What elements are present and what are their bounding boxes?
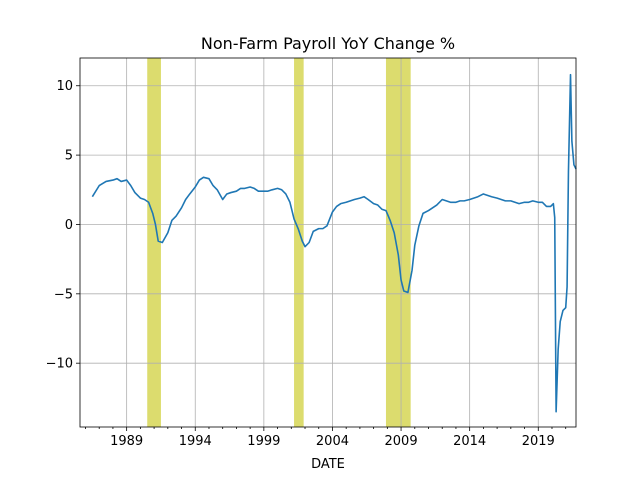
x-axis-label: DATE	[311, 457, 345, 472]
x-tick-label-1999: 1999	[247, 434, 280, 449]
y-tick-label-10: 10	[56, 79, 73, 94]
x-tick-label-2004: 2004	[316, 434, 349, 449]
x-tick-label-2014: 2014	[453, 434, 486, 449]
y-tick-label--10: −10	[46, 357, 73, 372]
recession-band-2	[294, 58, 304, 427]
recession-band-3	[385, 58, 411, 427]
x-tick-label-2019: 2019	[522, 434, 555, 449]
chart-title: Non-Farm Payroll YoY Change %	[201, 34, 455, 53]
ticks	[76, 85, 567, 431]
x-tick-label-1994: 1994	[179, 434, 212, 449]
series-line-group	[91, 73, 577, 413]
x-tick-label-2009: 2009	[385, 434, 418, 449]
tick-labels: 1989 1994 1999 2004 2009 2014 2019 10 5 0 −5 −10	[46, 79, 555, 449]
y-tick-label--5: −5	[54, 287, 73, 302]
plot-frame	[79, 57, 577, 428]
y-tick-label-0: 0	[65, 218, 73, 233]
y-tick-label-5: 5	[65, 149, 73, 164]
recession-band-1	[147, 58, 161, 427]
recession-bands	[147, 58, 411, 427]
series-line	[91, 73, 577, 413]
x-tick-label-1989: 1989	[110, 434, 143, 449]
